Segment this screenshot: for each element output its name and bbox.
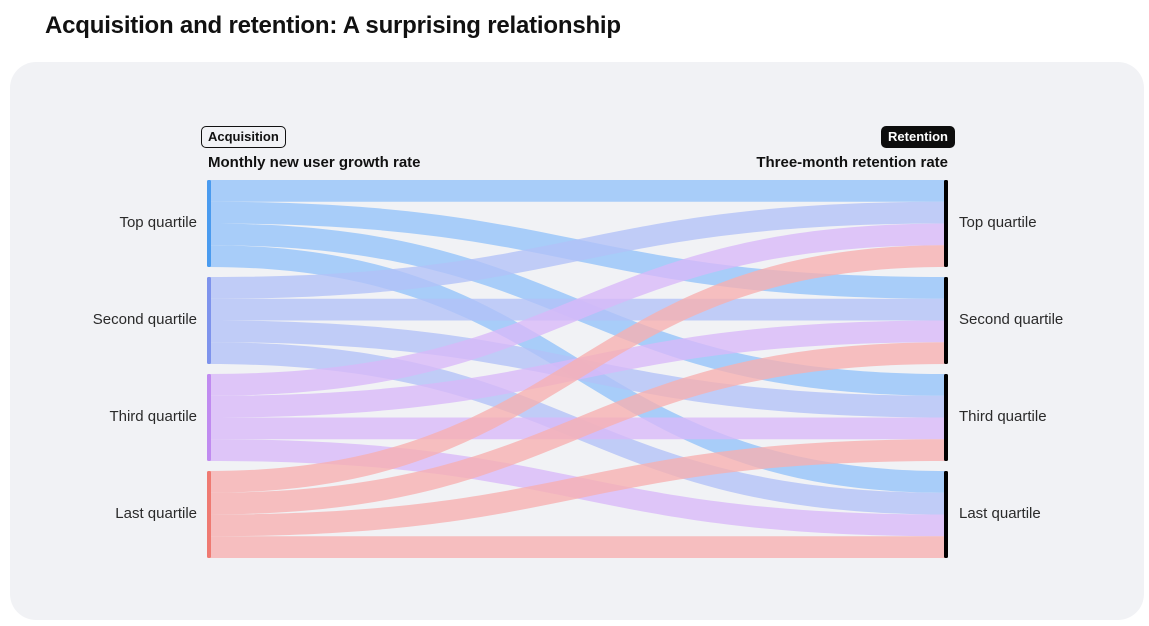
source-bar-top	[207, 180, 211, 267]
source-bar-last	[207, 471, 211, 558]
target-bar-last	[944, 471, 948, 558]
source-bar-second	[207, 277, 211, 364]
flow-last-to-top	[209, 245, 946, 493]
flow-top-to-top	[209, 180, 946, 202]
flow-group	[209, 180, 946, 558]
target-bar-second	[944, 277, 948, 364]
source-label-last: Last quartile	[115, 505, 197, 522]
chart-panel	[10, 62, 1144, 620]
source-label-third: Third quartile	[109, 408, 197, 425]
node-bar-group	[207, 180, 948, 558]
flow-last-to-last	[209, 536, 946, 558]
flow-third-to-top	[209, 223, 946, 396]
target-label-last: Last quartile	[959, 505, 1041, 522]
target-bar-top	[944, 180, 948, 267]
flow-last-to-second	[209, 342, 946, 515]
source-bar-third	[207, 374, 211, 461]
retention-tag: Retention	[881, 126, 955, 148]
page-title: Acquisition and retention: A surprising …	[45, 12, 621, 39]
acquisition-subtitle: Monthly new user growth rate	[208, 154, 421, 171]
retention-subtitle: Three-month retention rate	[756, 154, 948, 171]
target-bar-third	[944, 374, 948, 461]
source-label-second: Second quartile	[92, 311, 197, 328]
target-label-top: Top quartile	[959, 214, 1037, 231]
flow-second-to-top	[209, 201, 946, 299]
source-label-top: Top quartile	[119, 214, 197, 231]
acquisition-tag: Acquisition	[201, 126, 286, 148]
flow-last-to-third	[209, 439, 946, 537]
target-label-third: Third quartile	[959, 408, 1047, 425]
target-label-second: Second quartile	[959, 311, 1064, 328]
